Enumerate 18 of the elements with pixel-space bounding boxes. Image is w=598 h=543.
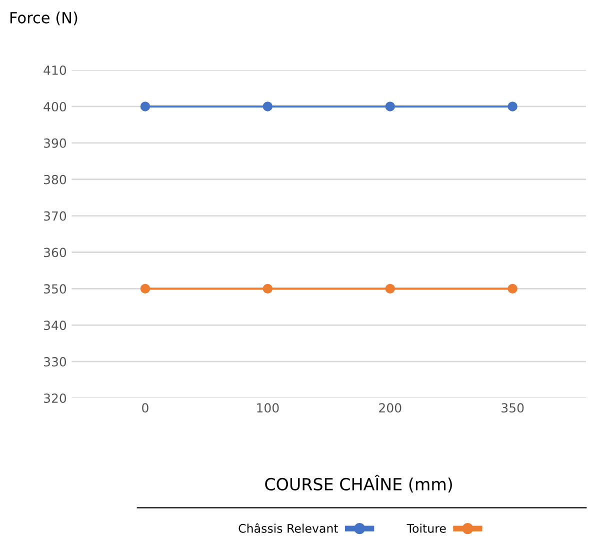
- y-tick-label: 360: [44, 248, 66, 258]
- y-tick-label: 370: [44, 211, 66, 221]
- y-tick-label: 390: [44, 138, 66, 148]
- y-tick-label: 330: [44, 357, 66, 367]
- y-axis-title: Force (N): [10, 12, 78, 26]
- legend-label: Châssis Relevant: [238, 523, 338, 533]
- x-tick-label: 200: [379, 403, 402, 413]
- y-tick-label: 380: [44, 174, 66, 184]
- y-tick-label: 410: [44, 66, 66, 75]
- y-tick-label: 340: [44, 320, 66, 330]
- y-tick-label: 350: [44, 284, 66, 294]
- y-tick-label: 320: [44, 393, 66, 403]
- x-axis-title: COURSE CHAÎNE (mm): [265, 474, 452, 492]
- x-tick-label: 350: [502, 403, 524, 413]
- legend-label: Toiture: [406, 524, 446, 533]
- x-tick-label: 0: [142, 403, 148, 413]
- x-tick-label: 100: [257, 403, 279, 413]
- y-tick-label: 400: [44, 102, 66, 112]
